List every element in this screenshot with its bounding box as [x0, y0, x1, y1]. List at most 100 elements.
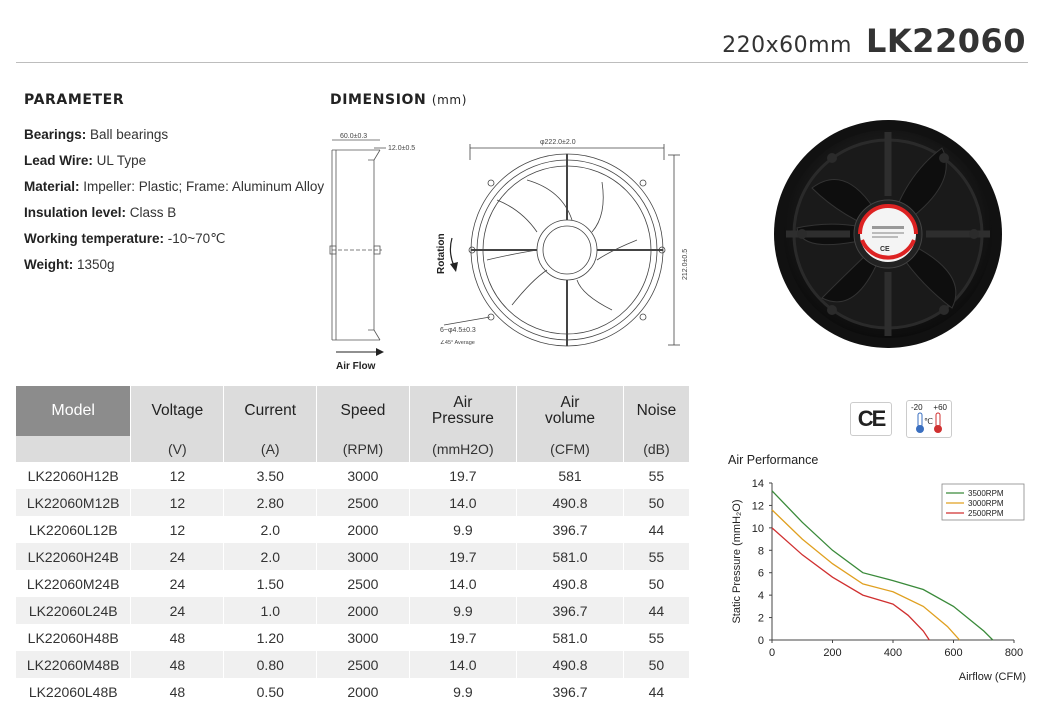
certifications: CE -20 +60 ℃	[850, 400, 952, 438]
spec-table: Model Voltage Current Speed Air Pressure …	[16, 386, 691, 705]
parameter-list: Bearings: Ball bearings Lead Wire: UL Ty…	[24, 122, 324, 278]
dimension-drawing: 60.0±0.3 12.0±0.5 Air Flow φ222.0±2.0	[329, 133, 689, 372]
value-cell: 3.50	[223, 462, 318, 489]
series-line-3000RPM	[771, 509, 961, 641]
model-cell: LK22060M48B	[16, 651, 132, 678]
value-cell: 396.7	[516, 516, 624, 543]
fan-front-view	[443, 144, 680, 347]
value-cell: 50	[623, 651, 691, 678]
value-cell: 12	[130, 462, 225, 489]
value-cell: 48	[130, 624, 225, 651]
table-row: LK22060L12B 12 2.0 2000 9.9 396.7 44	[16, 516, 691, 543]
value-cell: 50	[623, 570, 691, 597]
value-cell: 44	[623, 597, 691, 624]
value-cell: 55	[623, 543, 691, 570]
y-tick-label: 14	[752, 478, 764, 490]
unit-cell	[16, 436, 132, 462]
unit-cell: (mmH2O)	[409, 436, 518, 462]
value-cell: 55	[623, 624, 691, 651]
x-tick-label: 600	[944, 647, 962, 659]
value-cell: 24	[130, 570, 225, 597]
th-voltage: Voltage	[130, 386, 225, 436]
rotation-arrow-icon	[449, 237, 458, 272]
x-tick-label: 400	[884, 647, 902, 659]
table-row: LK22060H24B 24 2.0 3000 19.7 581.0 55	[16, 543, 691, 570]
value-cell: 24	[130, 597, 225, 624]
value-cell: 3000	[316, 543, 410, 570]
table-row: LK22060L24B 24 1.0 2000 9.9 396.7 44	[16, 597, 691, 624]
y-tick-label: 10	[752, 523, 764, 535]
dim-front-height: 212.0±0.5	[682, 249, 689, 280]
header-model: LK22060	[865, 22, 1026, 60]
value-cell: 44	[623, 516, 691, 543]
unit-cell: (dB)	[623, 436, 691, 462]
x-tick-label: 0	[769, 647, 775, 659]
value-cell: 490.8	[516, 651, 624, 678]
series-line-2500RPM	[771, 527, 930, 641]
param-row: Insulation level: Class B	[24, 205, 177, 220]
value-cell: 14.0	[409, 489, 518, 516]
value-cell: 3000	[316, 462, 410, 489]
th-air-pressure: Air Pressure	[409, 386, 518, 436]
value-cell: 396.7	[516, 678, 624, 705]
unit-cell: (V)	[130, 436, 225, 462]
table-row: LK22060M12B 12 2.80 2500 14.0 490.8 50	[16, 489, 691, 516]
value-cell: 48	[130, 678, 225, 705]
legend-label: 3500RPM	[968, 489, 1004, 498]
dimension-title: DIMENSION (mm)	[330, 92, 467, 108]
legend-box	[941, 483, 1025, 521]
value-cell: 490.8	[516, 570, 624, 597]
th-noise: Noise	[623, 386, 691, 436]
airflow-arrow	[336, 348, 384, 356]
units-row: (V) (A) (RPM) (mmH2O) (CFM) (dB)	[16, 436, 691, 462]
value-cell: 9.9	[409, 597, 518, 624]
value-cell: 581.0	[516, 543, 624, 570]
value-cell: 581	[516, 462, 624, 489]
value-cell: 12	[130, 516, 225, 543]
value-cell: 9.9	[409, 678, 518, 705]
value-cell: 24	[130, 543, 225, 570]
value-cell: 1.20	[223, 624, 318, 651]
unit-cell: (RPM)	[316, 436, 410, 462]
value-cell: 490.8	[516, 489, 624, 516]
value-cell: 1.50	[223, 570, 318, 597]
value-cell: 2.0	[223, 516, 318, 543]
value-cell: 1.0	[223, 597, 318, 624]
value-cell: 3000	[316, 624, 410, 651]
dim-holes-note: ∠45° Average	[440, 339, 475, 346]
ce-mark-icon: CE	[850, 402, 892, 436]
y-tick-label: 4	[758, 590, 764, 602]
model-cell: LK22060L12B	[16, 516, 132, 543]
table-row: LK22060M24B 24 1.50 2500 14.0 490.8 50	[16, 570, 691, 597]
th-air-volume: Air volume	[516, 386, 624, 436]
value-cell: 2.80	[223, 489, 318, 516]
y-tick-label: 12	[752, 500, 764, 512]
chart-title: Air Performance	[728, 453, 819, 467]
rotation-label: Rotation	[436, 233, 447, 274]
y-tick-label: 2	[758, 613, 764, 625]
value-cell: 19.7	[409, 543, 518, 570]
value-cell: 55	[623, 462, 691, 489]
model-cell: LK22060M24B	[16, 570, 132, 597]
model-cell: LK22060L24B	[16, 597, 132, 624]
parameter-title: PARAMETER	[24, 92, 125, 108]
value-cell: 396.7	[516, 597, 624, 624]
header: 220x60mm LK22060	[722, 22, 1026, 60]
value-cell: 2500	[316, 570, 410, 597]
table-row: LK22060H12B 12 3.50 3000 19.7 581 55	[16, 462, 691, 489]
dim-side-flange: 12.0±0.5	[388, 145, 415, 152]
value-cell: 2500	[316, 489, 410, 516]
value-cell: 2500	[316, 651, 410, 678]
x-tick-label: 800	[1005, 647, 1023, 659]
fan-photo: CE	[774, 120, 1002, 348]
value-cell: 50	[623, 489, 691, 516]
value-cell: 14.0	[409, 570, 518, 597]
value-cell: 2000	[316, 516, 410, 543]
x-axis-label: Airflow (CFM)	[959, 671, 1026, 683]
header-size: 220x60mm	[722, 33, 852, 58]
param-row: Working temperature: -10~70℃	[24, 231, 226, 246]
param-row: Weight: 1350g	[24, 257, 115, 272]
th-model: Model	[16, 386, 132, 436]
value-cell: 44	[623, 678, 691, 705]
dim-front-diameter: φ222.0±2.0	[540, 139, 576, 146]
